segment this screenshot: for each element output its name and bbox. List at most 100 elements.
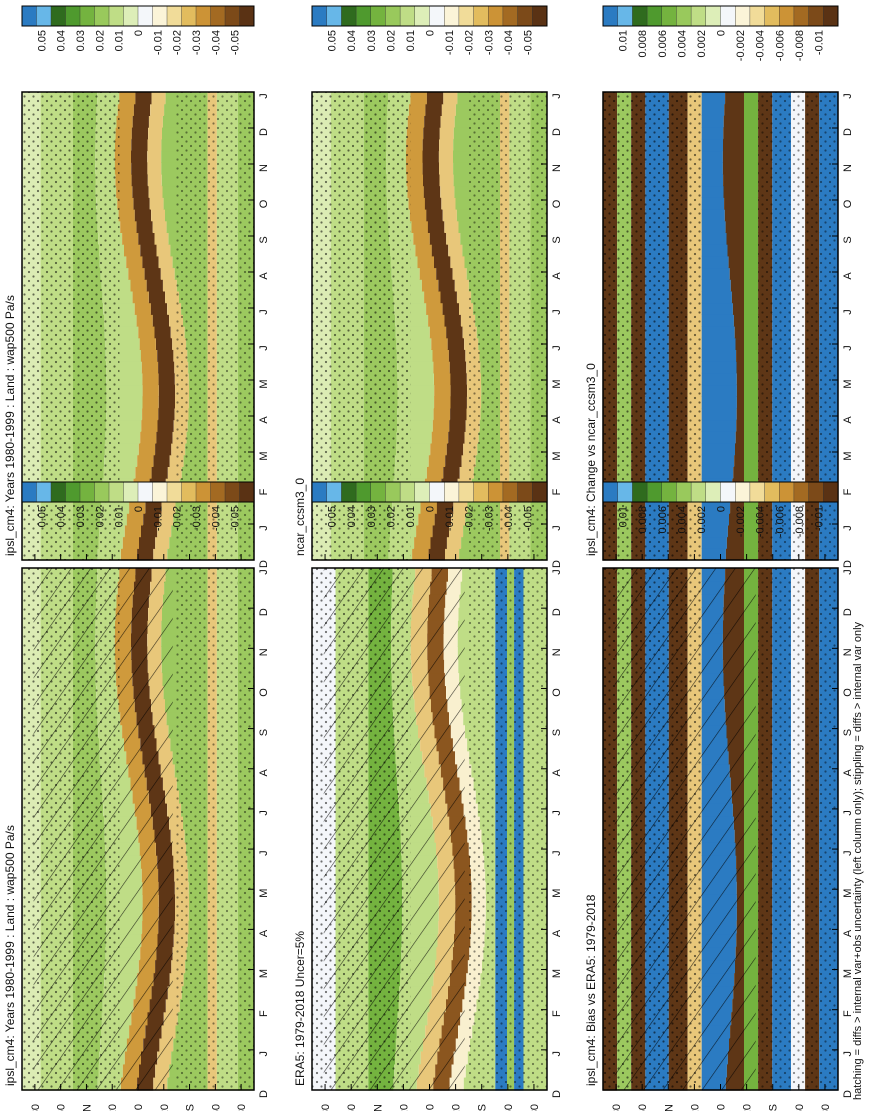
y-tick-label: 80 (529, 1104, 541, 1111)
x-tick-label: F (551, 1010, 563, 1017)
colorbar-label: -0.01 (444, 30, 456, 55)
colorbar-swatch (181, 481, 197, 503)
colorbar-swatch (79, 481, 96, 503)
heatmap-cell (120, 548, 138, 561)
x-tick-label: J (842, 850, 854, 856)
heatmap-cell (450, 255, 465, 269)
heatmap-cell (434, 372, 451, 386)
heatmap-cell (701, 501, 731, 514)
colorbar-swatch (355, 5, 372, 27)
x-tick-label: S (258, 729, 270, 736)
colorbar-swatch (617, 5, 633, 27)
colorbar-swatch (517, 481, 533, 503)
colorbar-swatch (532, 5, 548, 27)
x-tick-label: O (551, 688, 563, 697)
heatmap-cell (448, 349, 466, 362)
heatmap-cell (701, 372, 737, 386)
colorbar-label: -0.04 (210, 506, 222, 531)
heatmap-cell (441, 197, 456, 210)
x-tick-label: M (842, 889, 854, 898)
x-tick-label: J (551, 850, 563, 856)
colorbar-swatch (195, 5, 212, 27)
heatmap-cell (701, 396, 737, 409)
x-tick-label: O (842, 199, 854, 208)
colorbar-swatch (764, 5, 780, 27)
colorbar-swatch (399, 5, 416, 27)
heatmap-cell (145, 501, 162, 514)
heatmap-cell (726, 232, 744, 245)
colorbar-swatch (690, 481, 707, 503)
colorbar-swatch (94, 5, 110, 27)
colorbar-swatch (646, 481, 663, 503)
heatmap-cell (116, 185, 133, 198)
heatmap-cell (431, 337, 448, 350)
heatmap-cell (116, 115, 133, 128)
colorbar-swatch (311, 5, 328, 27)
heatmap-cell (438, 279, 455, 292)
colorbar-swatch (50, 481, 67, 503)
heatmap-cell (735, 443, 744, 456)
x-tick-label: O (842, 688, 854, 697)
heatmap-cell (701, 419, 737, 432)
heatmap-cell (744, 384, 759, 397)
x-tick-label: J (551, 93, 563, 99)
heatmap-cell (142, 384, 159, 397)
colorbar-label: 0.04 (346, 506, 358, 527)
heatmap-cell (443, 92, 458, 105)
heatmap-cell (744, 407, 759, 421)
heatmap-cell (723, 127, 744, 140)
heatmap-cell (701, 548, 726, 561)
x-tick-label: A (551, 416, 563, 424)
x-tick-label: J (551, 810, 563, 816)
colorbar-swatch (123, 481, 139, 503)
y-tick-label: 80 (611, 1104, 623, 1111)
colorbar-swatch (108, 481, 125, 503)
heatmap-cell (434, 396, 451, 409)
colorbar-swatch (502, 5, 519, 27)
heatmap-cell (148, 290, 166, 304)
colorbar-swatch (94, 481, 110, 503)
heatmap-cell (726, 536, 744, 549)
colorbar-swatch (735, 5, 751, 27)
heatmap-cell (426, 209, 443, 222)
colorbar-swatch (532, 481, 548, 503)
heatmap-cell (744, 127, 759, 140)
heatmap-cell (424, 115, 441, 128)
colorbar-swatch (326, 481, 342, 503)
heatmap-cell (434, 384, 451, 397)
heatmap-cell (408, 197, 425, 210)
heatmap-cell (725, 220, 744, 233)
heatmap-cell (408, 103, 426, 116)
colorbar-label: 0.01 (405, 506, 417, 527)
y-tick-label: 20 (742, 1104, 754, 1111)
x-tick-label: N (842, 648, 854, 656)
colorbar-frame (602, 5, 839, 27)
colorbar-swatch (341, 481, 357, 503)
heatmap-cell (701, 326, 735, 339)
colorbar-label: 0.008 (637, 30, 649, 58)
colorbar-swatch (370, 481, 386, 503)
colorbar-swatch (458, 481, 475, 503)
colorbar-swatch (210, 5, 226, 27)
heatmap-cell (132, 115, 149, 128)
heatmap-cell (136, 220, 153, 233)
colorbar-swatch (488, 5, 504, 27)
heatmap-cell (701, 279, 731, 292)
heatmap-cell (701, 349, 737, 362)
figure-footnote: hatching = diffs > internal var+obs unce… (852, 621, 864, 1100)
heatmap-cell (149, 197, 164, 210)
heatmap-cell (141, 361, 158, 374)
colorbar-swatch (210, 481, 226, 503)
colorbar-label: 0.002 (696, 506, 708, 534)
heatmap-cell (744, 185, 759, 198)
heatmap-cell (428, 454, 446, 467)
heatmap-cell (727, 524, 744, 538)
colorbar-swatch (36, 481, 52, 503)
x-tick-label: A (551, 929, 563, 937)
x-tick-label: A (842, 768, 854, 776)
heatmap-cell (131, 162, 148, 175)
heatmap-cell (415, 244, 432, 257)
x-tick-label: S (551, 236, 563, 243)
heatmap-cell (744, 349, 759, 362)
